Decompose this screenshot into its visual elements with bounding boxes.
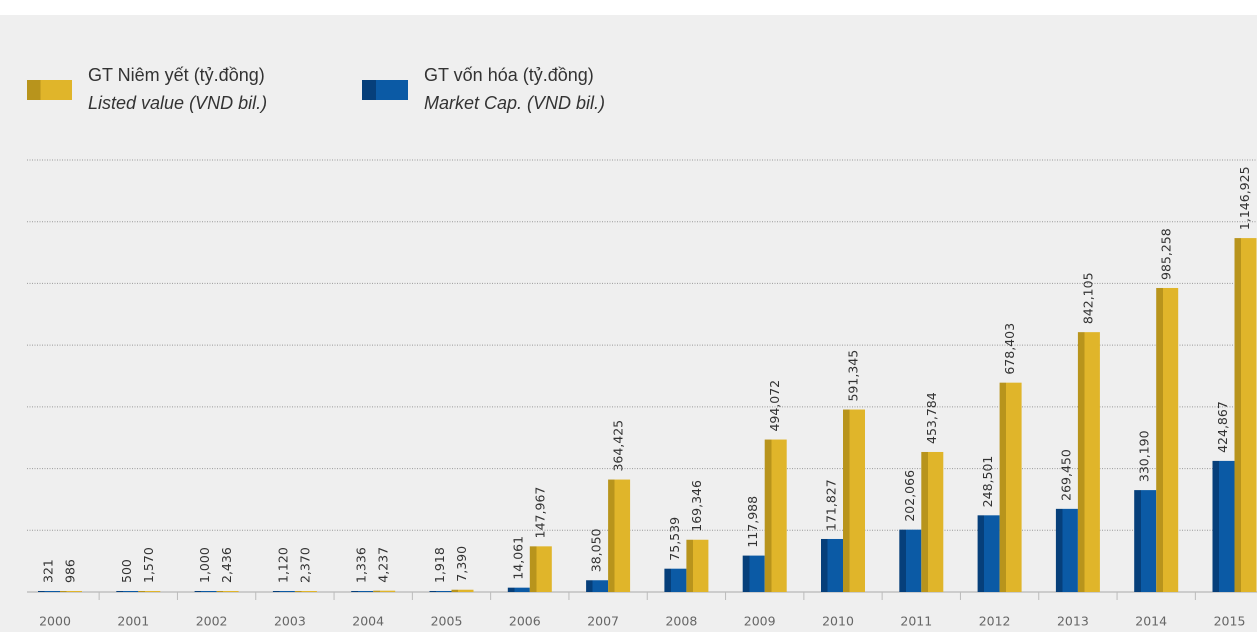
bar: [373, 590, 396, 592]
value-label: 202,066: [902, 470, 917, 522]
value-label: 1,000: [197, 547, 212, 583]
x-tick-label: 2008: [665, 614, 697, 629]
x-tick-label: 2000: [39, 614, 71, 629]
bar: [899, 529, 922, 592]
legend-label: GT Niêm yết (tỷ.đồng): [88, 65, 265, 85]
value-label: 269,450: [1058, 449, 1073, 501]
value-label: 147,967: [532, 487, 547, 539]
bar: [999, 382, 1022, 592]
x-tick-label: 2010: [822, 614, 854, 629]
value-label: 75,539: [667, 517, 682, 561]
bar: [686, 539, 709, 592]
bar: [1156, 287, 1179, 592]
bar: [138, 591, 161, 592]
x-tick-label: 2007: [587, 614, 619, 629]
value-label: 2,370: [297, 547, 312, 583]
x-tick-label: 2009: [744, 614, 776, 629]
legend-label: Listed value (VND bil.): [88, 93, 267, 113]
bar: [1212, 460, 1235, 592]
value-label: 500: [119, 559, 134, 583]
bar: [742, 555, 765, 592]
value-label: 591,345: [846, 350, 861, 402]
bar: [977, 515, 1000, 592]
bar: [1134, 490, 1157, 592]
value-label: 2,436: [219, 547, 234, 583]
bar: [664, 568, 687, 592]
legend-label: GT vốn hóa (tỷ.đồng): [424, 65, 594, 85]
x-tick-label: 2012: [979, 614, 1011, 629]
x-tick-label: 2015: [1214, 614, 1246, 629]
bar: [821, 538, 843, 592]
value-label: 14,061: [510, 536, 525, 580]
value-label: 117,988: [745, 496, 760, 548]
bar: [38, 591, 60, 592]
value-label: 1,570: [141, 547, 156, 583]
value-label: 453,784: [924, 392, 939, 444]
value-label: 364,425: [611, 420, 626, 472]
x-tick-label: 2014: [1135, 614, 1167, 629]
bar: [843, 409, 865, 592]
bar: [1055, 508, 1078, 592]
bar: [608, 479, 631, 592]
bar: [194, 591, 217, 592]
x-tick-label: 2004: [352, 614, 384, 629]
bar: [764, 439, 787, 592]
bar: [507, 587, 530, 592]
value-label: 842,105: [1080, 272, 1095, 324]
value-label: 7,390: [454, 546, 469, 582]
x-tick-label: 2013: [1057, 614, 1089, 629]
legend-swatch: [362, 80, 408, 100]
x-tick-label: 2003: [274, 614, 306, 629]
bar: [1077, 332, 1100, 592]
value-label: 985,258: [1159, 228, 1174, 280]
legend-label: Market Cap. (VND bil.): [424, 93, 605, 113]
value-label: 169,346: [689, 480, 704, 532]
value-label: 1,146,925: [1237, 166, 1252, 230]
bar: [116, 591, 139, 592]
value-label: 248,501: [980, 456, 995, 508]
value-label: 678,403: [1002, 323, 1017, 375]
x-tick-label: 2005: [431, 614, 463, 629]
legend-swatch: [27, 80, 72, 100]
value-label: 171,827: [824, 479, 839, 531]
value-label: 1,336: [354, 547, 369, 583]
value-label: 1,918: [432, 547, 447, 583]
value-label: 4,237: [376, 547, 391, 583]
value-label: 494,072: [767, 380, 782, 432]
bar: [429, 591, 452, 592]
x-tick-label: 2011: [900, 614, 932, 629]
bar: [351, 591, 374, 592]
value-label: 38,050: [589, 528, 604, 572]
x-tick-label: 2006: [509, 614, 541, 629]
bar: [216, 591, 239, 592]
x-tick-label: 2002: [196, 614, 228, 629]
value-label: 424,867: [1215, 401, 1230, 453]
bar: [451, 589, 474, 592]
x-tick-label: 2001: [117, 614, 149, 629]
value-label: 330,190: [1137, 430, 1152, 482]
bar: [921, 451, 944, 592]
bar: [272, 591, 295, 592]
bar: [294, 591, 317, 592]
value-label: 986: [63, 559, 78, 583]
bar: [1234, 238, 1257, 592]
value-label: 1,120: [275, 547, 290, 583]
bar: [529, 546, 552, 592]
value-label: 321: [41, 559, 56, 583]
bar: [586, 580, 609, 592]
bar: [60, 591, 82, 592]
